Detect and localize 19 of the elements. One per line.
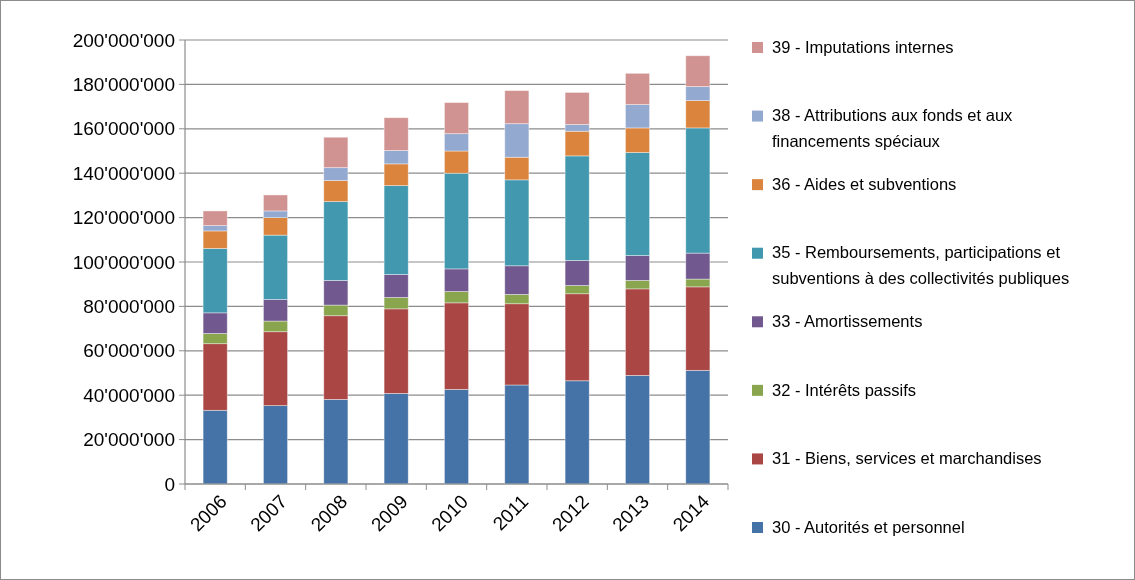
y-tick-label: 20'000'000 bbox=[83, 429, 175, 451]
legend-label: 31 - Biens, services et marchandises bbox=[772, 449, 1042, 468]
y-tick-label: 140'000'000 bbox=[72, 162, 175, 184]
y-tick-label: 160'000'000 bbox=[72, 118, 175, 140]
y-tick-label: 0 bbox=[164, 473, 175, 495]
legend-label: 38 - Attributions aux fonds et aux financements spéciaux bbox=[772, 106, 1014, 150]
y-tick-label: 40'000'000 bbox=[83, 384, 175, 406]
y-tick-label: 60'000'000 bbox=[83, 340, 175, 362]
y-tick-label: 100'000'000 bbox=[72, 251, 175, 273]
legend-label: 30 - Autorités et personnel bbox=[772, 517, 965, 536]
legend-label: 32 - Intérêts passifs bbox=[772, 380, 916, 399]
y-tick-label: 80'000'000 bbox=[83, 296, 175, 318]
legend-label: 33 - Amortissements bbox=[772, 312, 923, 331]
legend-label: 35 - Remboursements, participations et subventions à des collectivités publiques bbox=[772, 243, 1070, 288]
y-tick-label: 180'000'000 bbox=[72, 74, 175, 96]
legend-label: 39 - Imputations internes bbox=[772, 37, 954, 56]
legend-label: 36 - Aides et subventions bbox=[772, 174, 957, 193]
y-tick-label: 120'000'000 bbox=[72, 207, 175, 229]
y-tick-label: 200'000'000 bbox=[72, 29, 175, 51]
